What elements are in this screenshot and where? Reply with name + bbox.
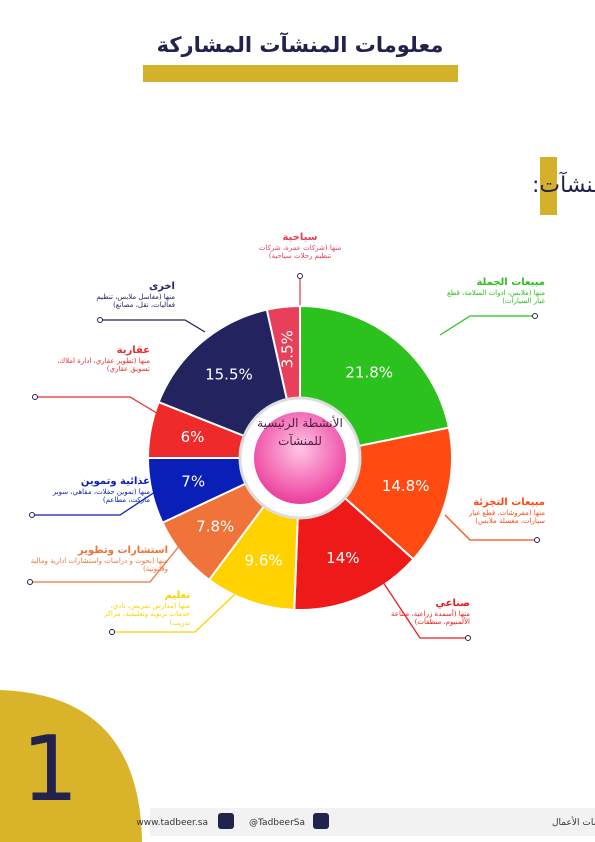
description: منها (تطوير عقاري، ادارة املاك، تسويق عق… [57, 357, 150, 374]
category: سياحية [282, 232, 318, 243]
web-icon [218, 813, 234, 829]
description: منها (مفروشات، قطع غيار سيارات، مغسلة مل… [468, 509, 545, 526]
page-number: 1 [21, 717, 78, 822]
corner-shape [0, 690, 142, 842]
leader-dot [534, 537, 540, 543]
slice-label: غذائية وتموين منها (تموين حفلات، مقاهي، س… [30, 476, 150, 505]
value-label: 7% [181, 472, 205, 490]
leader-dot [532, 313, 538, 319]
center-label: الأنشطة الرئيسية للمنشآت [257, 416, 343, 448]
slice-label: صناعي منها (أسمدة زراعية، صناعة الألمنيوم… [380, 598, 470, 627]
category: صناعي [435, 598, 470, 609]
slice-label: استشارات وتطوير منها (بحوث و دراسات واستش… [28, 545, 168, 574]
category: اخرى [148, 281, 175, 292]
leader-dot [297, 273, 303, 279]
page-title: معلومات المنشآت المشاركة [157, 32, 444, 57]
leader-dot [465, 635, 471, 641]
slice-label: سياحية منها (شركات عمرة، شركات تنظيم رحلا… [250, 232, 350, 261]
description: منها (مغاسل ملابس، تنظيم فعاليات، نقل، م… [96, 293, 175, 310]
leader-dot [109, 629, 115, 635]
twitter: @TadbeerSa [249, 818, 305, 828]
value-label: 15.5% [205, 365, 253, 383]
leader-line [32, 489, 159, 516]
leader-line [444, 514, 537, 541]
slice-label: عقارية منها (تطوير عقاري، ادارة املاك، تس… [40, 345, 150, 374]
value-label: 7.8% [196, 518, 234, 536]
leader-line [35, 396, 161, 416]
leader-dot [27, 579, 33, 585]
inner-disc [254, 412, 346, 504]
leader-line [30, 544, 181, 583]
description: منها (مدارس تمريض، نادي، خدمات تربوية وت… [103, 602, 190, 627]
section-bar [540, 157, 557, 215]
value-label: 14.8% [382, 477, 430, 495]
description: منها (تموين حفلات، مقاهي، سوبر ماركت، مط… [52, 488, 150, 505]
description: منها (ملابس، ادوات السلامة، قطع غيار الس… [447, 289, 545, 306]
leader-dot [97, 317, 103, 323]
description: منها (أسمدة زراعية، صناعة الألمنيوم، منظ… [391, 610, 470, 627]
value-label: 9.6% [245, 552, 283, 570]
value-label: 14% [326, 549, 359, 567]
category: مبيعات الجملة [476, 277, 545, 288]
description: منها (بحوث و دراسات واستشارات ادارية وما… [30, 557, 168, 574]
twitter-icon [313, 813, 329, 829]
section-title: الأنشطة الرئيسية للمنشآت: [532, 171, 595, 198]
slice-label: تعليم منها (مدارس تمريض، نادي، خدمات تربو… [95, 590, 190, 627]
category: عقارية [116, 345, 150, 356]
category: تعليم [164, 590, 190, 601]
website: www.tadbeer.sa [136, 818, 208, 828]
category: غذائية وتموين [80, 476, 150, 487]
leader-line [374, 569, 468, 639]
leader-dot [32, 394, 38, 400]
category: استشارات وتطوير [78, 545, 168, 556]
company: شركة تدبير المتخصصة لخدمات الأعمال [552, 816, 595, 828]
leader-line [439, 315, 535, 336]
slice-label: اخرى منها (مغاسل ملابس، تنظيم فعاليات، نق… [75, 281, 175, 310]
value-label: 3.5% [278, 330, 296, 368]
category: مبيعات التجزئة [473, 497, 545, 508]
leader-line [100, 319, 206, 333]
title-bar [143, 65, 458, 82]
value-label: 21.8% [345, 364, 393, 382]
value-label: 6% [181, 428, 205, 446]
slice-label: مبيعات الجملة منها (ملابس، ادوات السلامة،… [445, 277, 545, 306]
description: منها (شركات عمرة، شركات تنظيم رحلات سياح… [258, 244, 342, 261]
leader-dot [29, 512, 35, 518]
leader-line [112, 579, 251, 633]
slice-label: مبيعات التجزئة منها (مفروشات، قطع غيار سي… [445, 497, 545, 526]
